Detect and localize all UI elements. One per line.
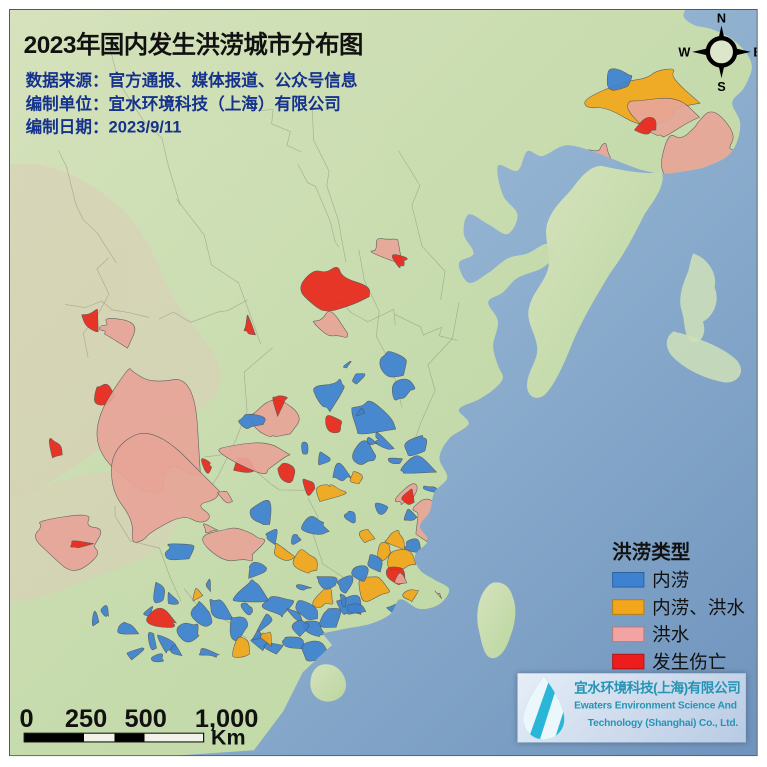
svg-text:W: W <box>678 46 690 60</box>
svg-text:S: S <box>717 80 725 94</box>
svg-text:N: N <box>717 12 726 26</box>
svg-text:E: E <box>753 46 757 60</box>
